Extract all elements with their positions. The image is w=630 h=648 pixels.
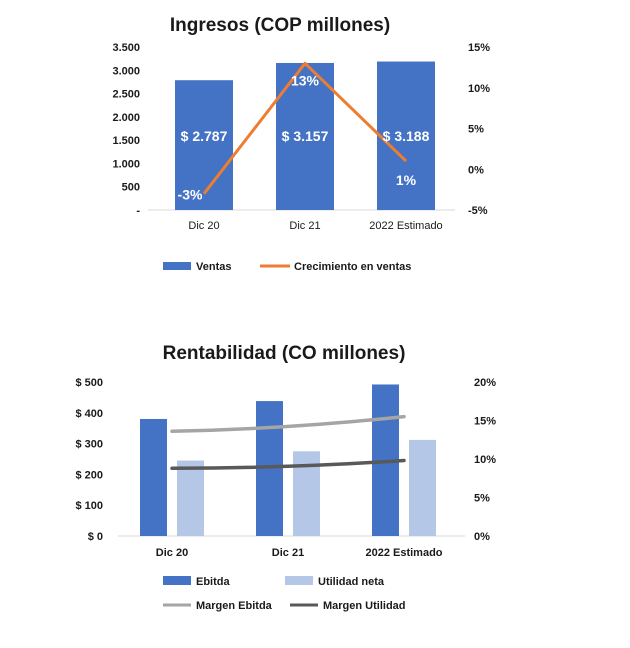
legend-label-utilidad: Utilidad neta <box>318 576 385 588</box>
y-tick-label: 1.000 <box>112 158 140 170</box>
y2-tick-label: 10% <box>474 454 496 466</box>
y2-tick-label: 0% <box>474 531 490 543</box>
legend-label-margen-utilidad: Margen Utilidad <box>323 600 406 612</box>
y-tick-label: $ 0 <box>88 531 103 543</box>
legend-label-margen-ebitda: Margen Ebitda <box>196 600 273 612</box>
line-crecimiento <box>202 61 408 195</box>
bar-ebitda <box>140 418 167 536</box>
x-category-label: Dic 20 <box>156 547 188 559</box>
line-value-label: 13% <box>291 72 320 88</box>
legend-swatch-utilidad <box>285 576 313 585</box>
line-value-label: 1% <box>396 172 417 188</box>
legend-label-ebitda: Ebitda <box>196 576 230 588</box>
x-category-label: Dic 21 <box>272 547 304 559</box>
y2-tick-label: 15% <box>474 416 496 428</box>
rentabilidad-chart-svg: Rentabilidad (CO millones) $ 500 $ 400 $ 3… <box>75 343 496 612</box>
bar-ventas <box>377 61 435 210</box>
y2-tick-label: 10% <box>468 83 490 95</box>
rentabilidad-chart: Rentabilidad (CO millones) $ 500 $ 400 $ 3… <box>0 330 630 648</box>
bar-ventas <box>175 80 233 210</box>
bar-value-label: $ 3.157 <box>282 128 329 144</box>
legend-label-crecimiento: Crecimiento en ventas <box>294 261 411 273</box>
x-category-label: Dic 20 <box>188 220 219 232</box>
y2-tick-label: 20% <box>474 377 496 389</box>
y-tick-label: 1.500 <box>112 135 140 147</box>
legend-swatch-ventas <box>163 262 191 270</box>
legend-label-ventas: Ventas <box>196 261 231 273</box>
y-tick-label: 3.500 <box>112 42 140 54</box>
bar-value-label: $ 3.188 <box>383 128 430 144</box>
ingresos-chart: Ingresos (COP millones) 3.500 3.000 2.500 2… <box>0 0 630 300</box>
rentabilidad-legend: Ebitda Utilidad neta Margen Ebitda Marge… <box>163 576 406 612</box>
x-category-label: 2022 Estimado <box>369 220 442 232</box>
x-category-label: Dic 21 <box>289 220 320 232</box>
y-tick-label: $ 500 <box>75 377 103 389</box>
y-tick-label: $ 200 <box>75 469 103 481</box>
y2-tick-label: 0% <box>468 164 484 176</box>
line-margen-utilidad <box>170 458 406 470</box>
y2-tick-label: -5% <box>468 205 488 217</box>
y-tick-label: $ 400 <box>75 408 103 420</box>
bar-utilidad-neta <box>409 439 436 536</box>
legend-swatch-ebitda <box>163 576 191 585</box>
ingresos-legend: Ventas Crecimiento en ventas <box>163 261 411 273</box>
bar-utilidad-neta <box>177 460 204 536</box>
bar-value-label: $ 2.787 <box>181 128 228 144</box>
y-tick-label: 2.500 <box>112 89 140 101</box>
y-tick-label: 2.000 <box>112 112 140 124</box>
line-value-label: -3% <box>178 187 203 203</box>
y2-tick-label: 5% <box>474 493 490 505</box>
y-tick-label: 500 <box>122 182 140 194</box>
x-category-label: 2022 Estimado <box>365 547 442 559</box>
y2-tick-label: 5% <box>468 124 484 136</box>
y-tick-label: 3.000 <box>112 65 140 77</box>
ingresos-chart-title: Ingresos (COP millones) <box>170 15 390 36</box>
y-tick-label: $ 300 <box>75 439 103 451</box>
ingresos-chart-svg: Ingresos (COP millones) 3.500 3.000 2.500 2… <box>112 15 490 273</box>
y-tick-label: $ 100 <box>75 500 103 512</box>
rentabilidad-chart-title: Rentabilidad (CO millones) <box>163 343 406 364</box>
line-margen-ebitda <box>170 414 406 434</box>
y-tick-label: - <box>136 205 140 217</box>
y2-tick-label: 15% <box>468 42 490 54</box>
